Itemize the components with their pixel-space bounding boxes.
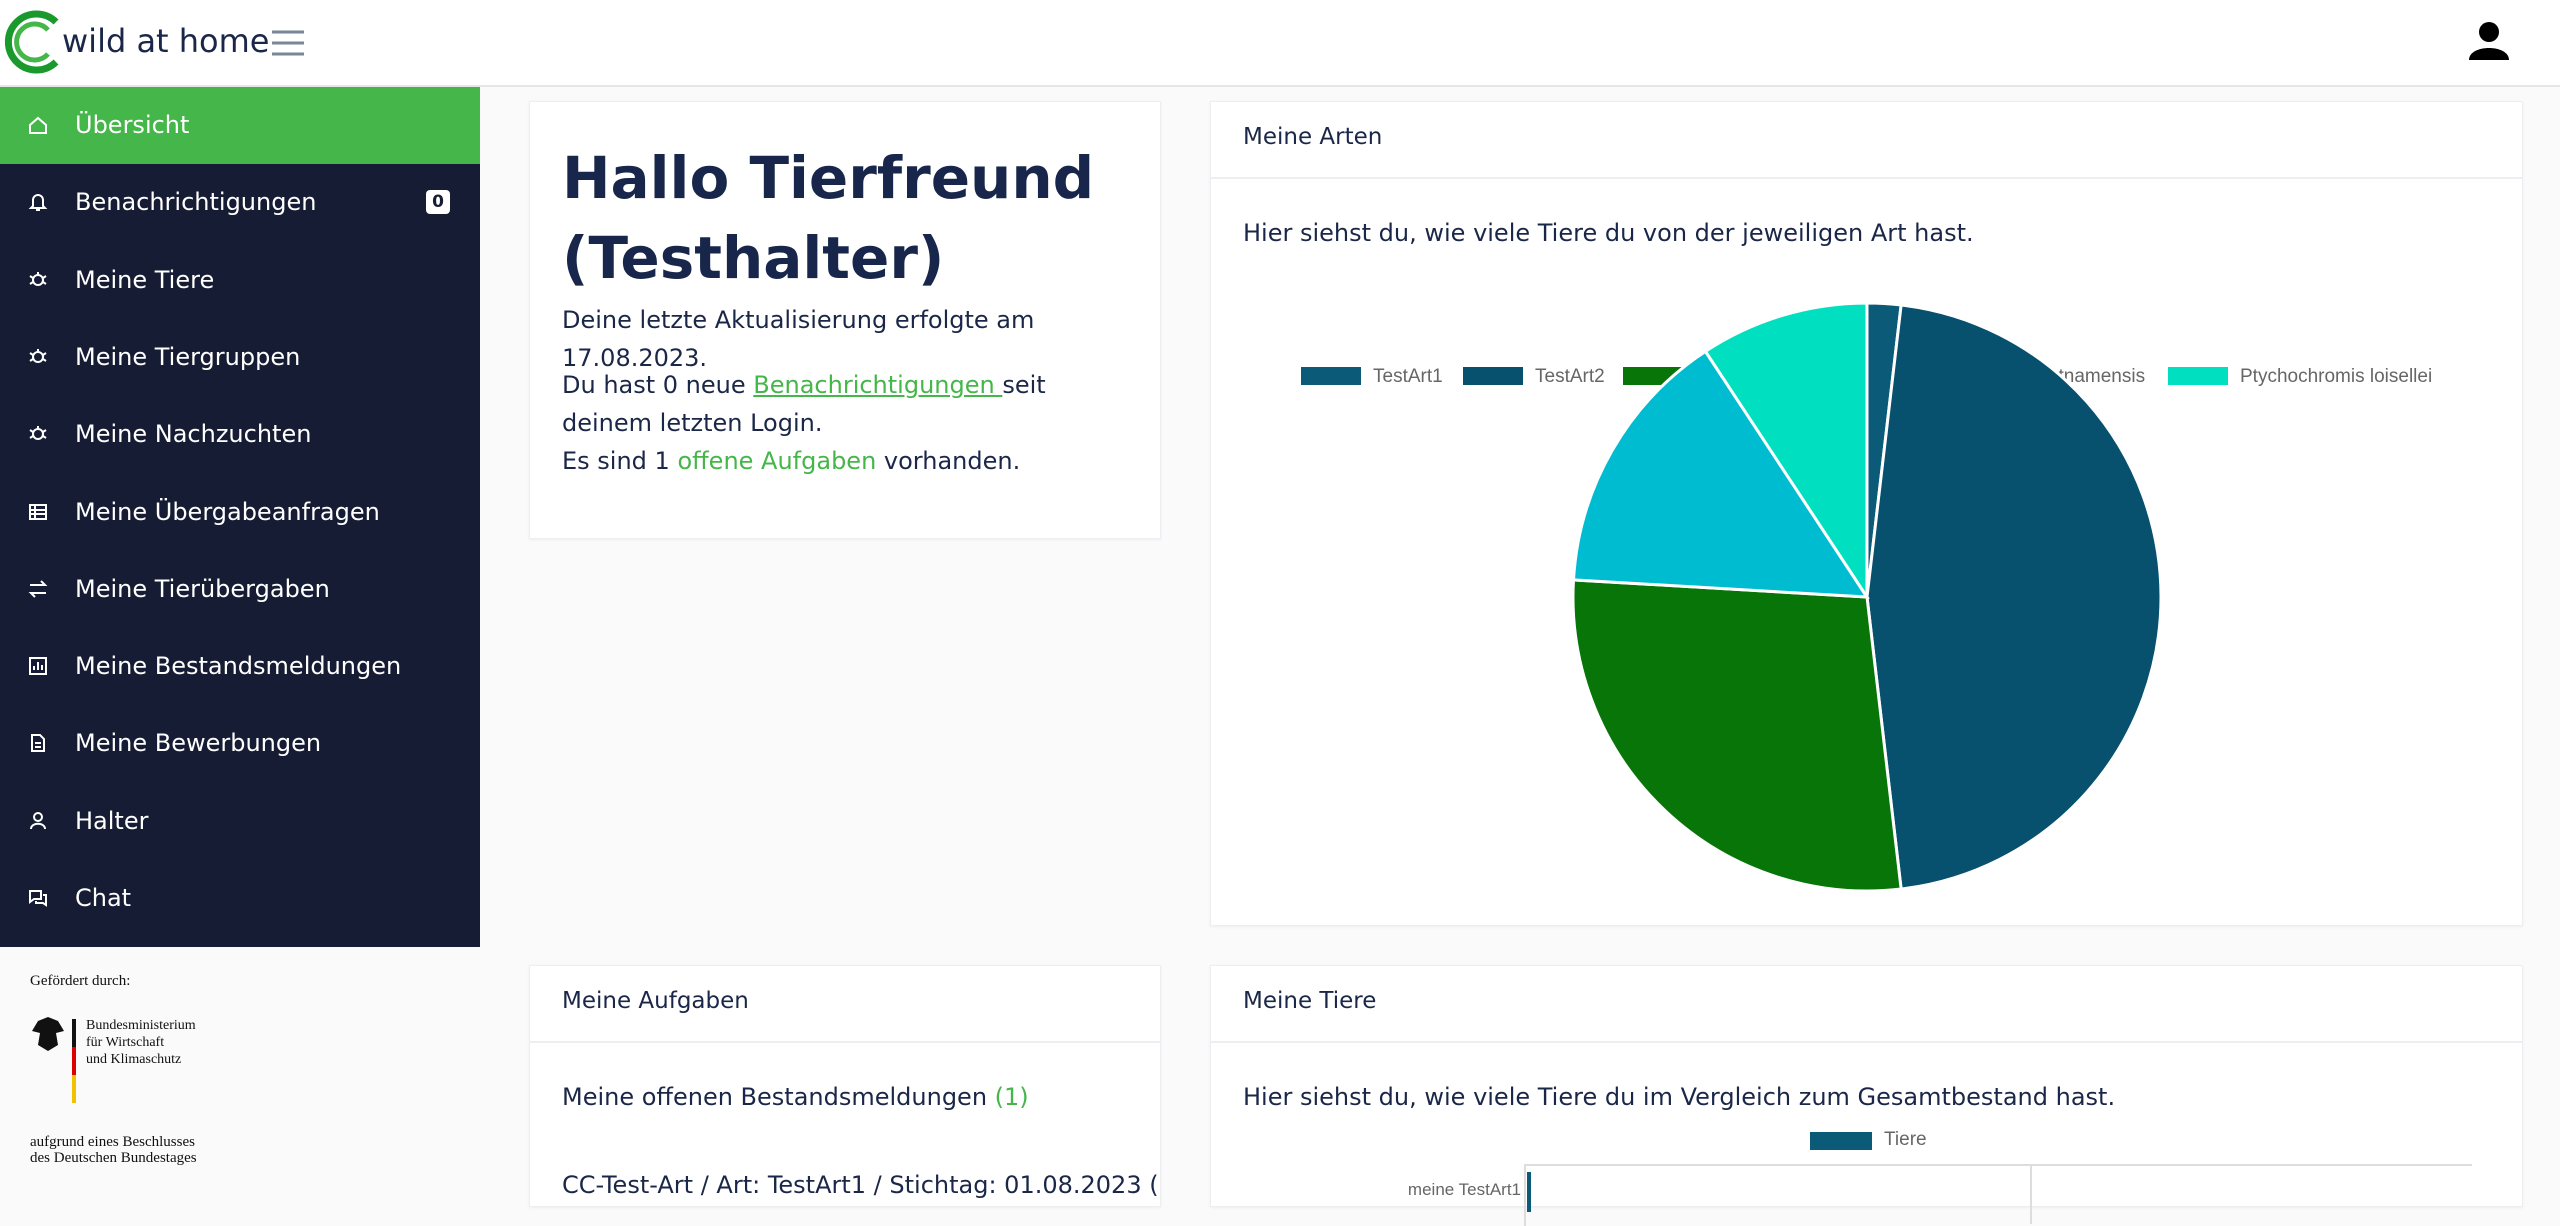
card-title: Meine Arten [1243,124,1383,150]
nav-icon [29,116,47,134]
ministry-line: Bundesministerium [86,1018,196,1033]
notifications-link[interactable]: Benachrichtigungen [753,371,1003,399]
animals-card: Meine Tiere Hier siehst du, wie viele Ti… [1210,965,2523,1226]
nav-label: Halter [75,806,149,835]
nav-item[interactable]: Meine Tierübergaben [0,551,480,628]
nav-item[interactable]: Meine Übergabeanfragen [0,474,480,551]
nav-label: Übersicht [75,111,190,139]
nav-item[interactable]: Meine Nachzuchten [0,396,480,473]
pie-slice [1703,301,1869,603]
update-text: Deine letzte Aktualisierung erfolgte am … [562,306,1035,372]
nav-label: Meine Bestandsmeldungen [75,652,402,681]
nav-item[interactable]: Halter [0,783,480,860]
card-text: Hier siehst du, wie viele Tiere du von d… [1243,219,1974,247]
nav-icon [29,890,47,907]
nav-label: Benachrichtigungen [75,188,317,217]
nav-icon [28,194,48,212]
nav-label: Meine Übergabeanfragen [75,497,380,526]
nav-label: Meine Nachzuchten [75,420,312,449]
nav-icon [29,503,47,520]
nav-label: Meine Bewerbungen [75,729,322,758]
nav-label: Meine Tierübergaben [75,574,330,603]
legend-swatch [1463,367,1523,385]
nav-item[interactable]: Übersicht [0,87,480,164]
nav-icon [29,271,47,286]
nav-icon [29,426,47,441]
ministry-line: für Wirtschaft [86,1035,165,1050]
tasks-link[interactable]: offene Aufgaben [677,447,877,475]
card-title: Meine Aufgaben [562,988,749,1014]
text: vorhanden. [876,447,1021,475]
ministry-line: und Klimaschutz [86,1052,182,1067]
nav-item[interactable]: Chat [0,860,480,937]
text: Du hast 0 neue [562,371,754,399]
funding-label: Gefördert durch: [30,973,131,989]
nav-icon [29,657,47,676]
logo-text: wild at home [62,22,270,60]
welcome-card: Hallo Tierfreund (Testhalter) Deine letz… [529,101,1161,539]
tasks-card: Meine Aufgaben Meine offenen Bestandsmel… [529,965,1161,1207]
note-line: aufgrund eines Beschlusses [30,1134,195,1150]
bar-stub [1527,1172,1531,1212]
funding-note: aufgrund eines Beschlusses des Deutschen… [30,1134,197,1166]
nav-item[interactable]: Benachrichtigungen 0 [0,164,480,241]
card-header: Meine Arten [1211,102,2522,179]
legend-label: TestArt1 [1373,366,1443,387]
legend-swatch [1301,367,1361,385]
nav-icon [30,811,46,829]
nav-item[interactable]: Meine Tiere [0,242,480,319]
card-text: Hier siehst du, wie viele Tiere du im Ve… [1243,1083,2116,1111]
nav-icon [31,734,45,753]
user-menu[interactable] [2468,20,2510,62]
nav-icon [28,580,48,598]
species-card: Meine Arten Hier siehst du, wie viele Ti… [1210,101,2523,926]
logo-icon [4,10,59,74]
ministry: Bundesministerium für Wirtschaft und Kli… [86,1017,196,1068]
legend-label: Ptychochromis loisellei [2240,366,2432,387]
bar-frame [1524,1164,2472,1226]
task-count: (1) [994,1083,1029,1111]
legend-swatch [1810,1132,1872,1150]
legend-swatch [2168,367,2228,385]
card-header: Meine Aufgaben [530,966,1160,1043]
grid-line [2030,1164,2032,1224]
task-item: Meine offenen Bestandsmeldungen (1) [562,1078,1029,1116]
text: seit deinem letzten Login. [562,371,1046,437]
pie-chart: TestArt1TestArt2Alytes muletensisTylotot… [1301,301,2432,893]
nav-label: Meine Tiere [75,265,215,294]
federal-logo [32,1017,76,1103]
legend-label: Tiere [1884,1129,1927,1150]
badge: 0 [426,190,450,215]
notification-text: Du hast 0 neue Benachrichtigungen seit d… [562,366,1102,480]
pie-slice [1865,303,2163,891]
category-label: meine TestArt1 [1407,1180,1521,1199]
welcome-title: Hallo Tierfreund (Testhalter) [562,144,1095,292]
card-title: Meine Tiere [1243,988,1377,1014]
card-header: Meine Tiere [1211,966,2522,1043]
nav-label: Meine Tiergruppen [75,342,301,371]
pie-slice [1571,578,1903,893]
text: Es sind 1 [562,447,678,475]
pie-slice [1571,349,1870,599]
menu-toggle[interactable] [272,30,304,56]
task-entry[interactable]: CC-Test-Art / Art: TestArt1 / Stichtag: … [562,1171,1159,1199]
nav-item[interactable]: Meine Tiergruppen [0,319,480,396]
nav-icon [29,348,47,363]
text: Meine offenen Bestandsmeldungen [562,1083,995,1111]
sidebar: Übersicht Benachrichtigungen 0 Meine Tiere M… [0,87,480,947]
nav-item[interactable]: Meine Bestandsmeldungen [0,628,480,705]
nav-item[interactable]: Meine Bewerbungen [0,705,480,782]
nav-label: Chat [75,884,132,912]
top-bar: wild at home [0,0,2560,87]
legend-label: TestArt2 [1535,366,1605,387]
note-line: des Deutschen Bundestages [30,1150,197,1166]
